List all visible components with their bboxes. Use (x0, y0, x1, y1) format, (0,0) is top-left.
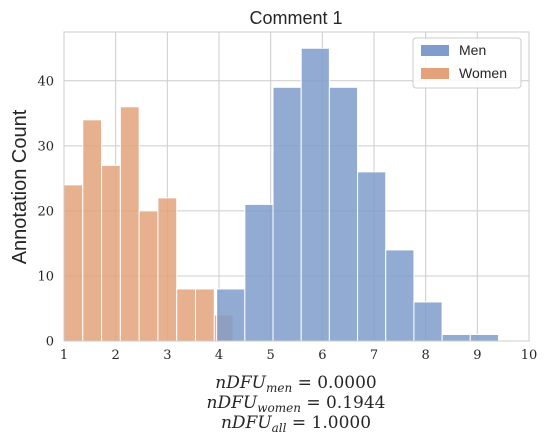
ndfu-all-line: nDFUall = 1.0000 (221, 413, 371, 435)
x-tick-label: 3 (163, 348, 171, 363)
women-bar (139, 211, 158, 341)
men-bar (329, 87, 357, 341)
legend: Men Women (413, 38, 521, 88)
men-bar (245, 204, 273, 341)
men-bar (442, 334, 470, 341)
x-tick-label: 1 (60, 348, 68, 363)
women-bar (177, 289, 196, 341)
men-bar (386, 250, 414, 341)
x-tick-label: 9 (473, 348, 481, 363)
x-tick-labels: 1 2 3 4 5 6 7 8 9 10 (60, 348, 537, 363)
men-bar (217, 289, 245, 341)
men-bar (273, 87, 301, 341)
y-tick-label: 0 (46, 335, 54, 350)
legend-swatch-women (421, 68, 449, 79)
legend-label-women: Women (459, 65, 507, 81)
chart-title: Comment 1 (249, 8, 342, 28)
women-bar (102, 165, 121, 341)
x-tick-label: 6 (318, 348, 326, 363)
y-tick-label: 10 (37, 269, 54, 284)
women-bar (158, 198, 177, 341)
women-bar (83, 120, 102, 341)
men-bar (414, 302, 442, 341)
women-bar (120, 107, 139, 341)
y-axis-label: Annotation Count (9, 109, 31, 264)
legend-swatch-men (421, 45, 449, 56)
x-tick-label: 5 (267, 348, 275, 363)
men-bar (358, 172, 386, 341)
men-bar (470, 334, 498, 341)
men-bar (301, 48, 329, 341)
ndfu-men-line: nDFUmen = 0.0000 (215, 373, 376, 395)
x-tick-label: 7 (370, 348, 378, 363)
x-tick-label: 4 (215, 348, 223, 363)
y-tick-label: 20 (37, 204, 54, 219)
x-tick-label: 10 (521, 348, 538, 363)
legend-label-men: Men (459, 42, 486, 58)
women-bar (64, 185, 83, 341)
y-tick-labels: 0 10 20 30 40 (37, 74, 54, 349)
x-tick-label: 2 (112, 348, 120, 363)
y-tick-label: 30 (37, 139, 54, 154)
women-bar (196, 289, 215, 341)
y-tick-label: 40 (37, 74, 54, 89)
x-tick-label: 8 (422, 348, 430, 363)
ndfu-women-line: nDFUwomen = 0.1944 (207, 393, 386, 415)
ndfu-annotations: nDFUmen = 0.0000 nDFUwomen = 0.1944 nDFU… (207, 373, 386, 435)
